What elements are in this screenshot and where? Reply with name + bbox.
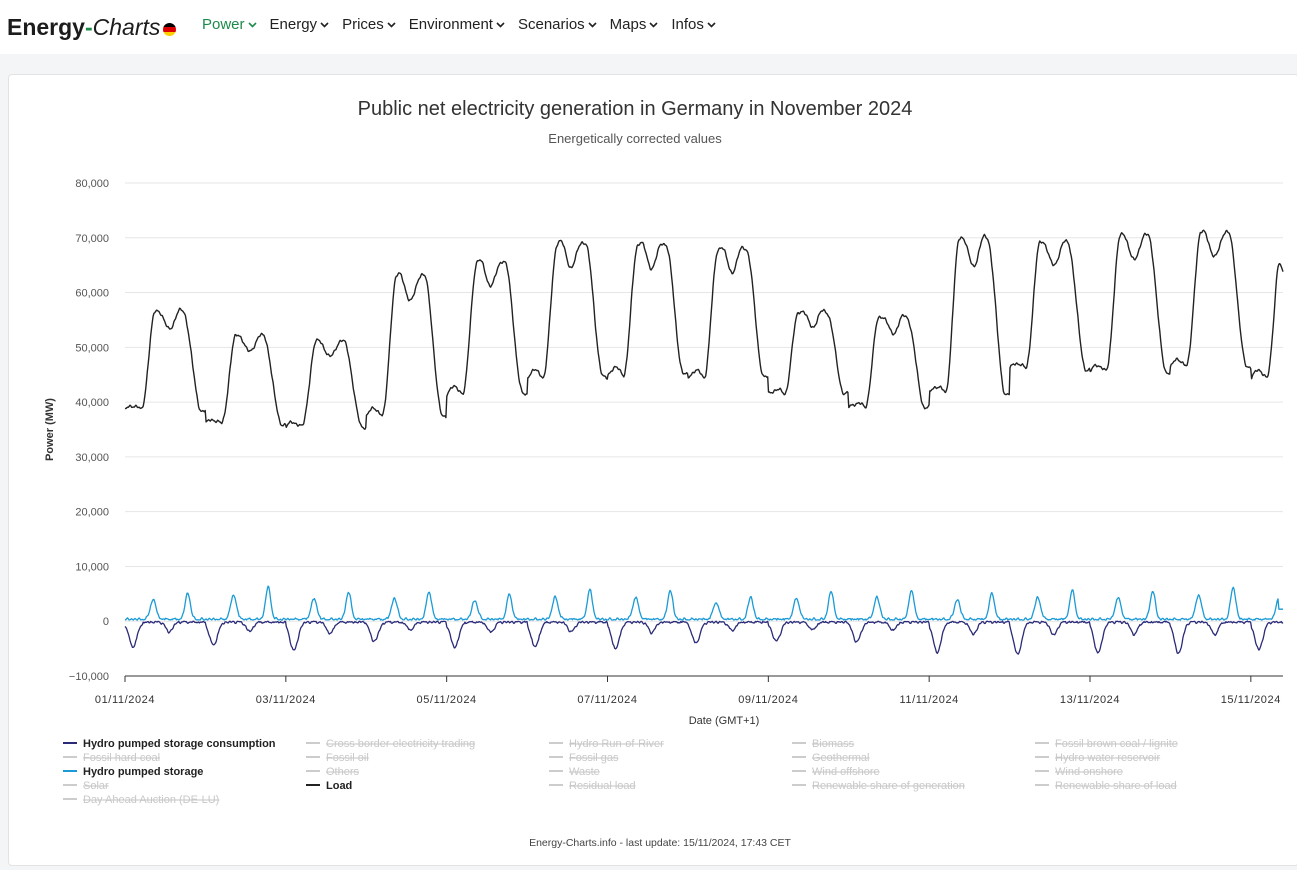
series-line-load[interactable] (124, 229, 1284, 430)
y-tick-label: 80,000 (75, 178, 109, 190)
y-tick-label: 0 (103, 616, 109, 628)
y-tick-label: −10,000 (69, 671, 109, 683)
nav-item-label: Power (202, 16, 245, 33)
nav-item-label: Scenarios (517, 16, 585, 33)
nav-item-environment[interactable]: Environment (409, 14, 505, 37)
legend-item[interactable]: Residual load (549, 780, 636, 792)
x-axis-label: Date (GMT+1) (689, 715, 760, 727)
series-line-hydro-pumped-storage[interactable] (124, 585, 1283, 621)
legend-item[interactable]: Load (306, 780, 352, 792)
x-tick-label: 03/11/2024 (256, 694, 316, 706)
legend-label: Fossil hard coal (83, 752, 160, 764)
x-tick-label: 13/11/2024 (1060, 694, 1120, 706)
legend-label: Wind offshore (812, 766, 880, 778)
x-tick-label: 05/11/2024 (417, 694, 477, 706)
chevron-down-icon (649, 15, 658, 37)
logo[interactable]: Energy-Charts (7, 12, 177, 42)
legend-label: Load (326, 780, 352, 792)
germany-flag-icon (163, 23, 177, 36)
nav-item-infos[interactable]: Infos (671, 14, 716, 37)
legend-label: Renewable share of generation (812, 780, 965, 792)
x-tick-label: 07/11/2024 (577, 694, 637, 706)
legend-label: Fossil gas (569, 752, 619, 764)
y-axis-label: Power (MW) (44, 398, 56, 461)
logo-text-dash: - (84, 14, 93, 40)
chart-svg: Public net electricity generation in Ger… (44, 98, 1284, 849)
legend-item[interactable]: Renewable share of load (1035, 780, 1177, 792)
legend-label: Renewable share of load (1055, 780, 1177, 792)
x-tick-label: 11/11/2024 (899, 694, 958, 706)
legend-label: Hydro Run-of-River (569, 738, 664, 750)
x-tick-label: 15/11/2024 (1221, 694, 1281, 706)
nav-item-label: Infos (671, 16, 704, 33)
chevron-down-icon (387, 15, 396, 37)
legend-label: Residual load (569, 780, 636, 792)
chevron-down-icon (588, 15, 597, 37)
legend-item[interactable]: Fossil oil (306, 752, 369, 764)
chart-card: Public net electricity generation in Ger… (8, 74, 1297, 866)
legend-label: Solar (83, 780, 109, 792)
legend-label: Waste (569, 766, 600, 778)
nav-item-energy[interactable]: Energy (270, 14, 330, 37)
legend-item[interactable]: Hydro pumped storage (63, 766, 203, 778)
legend-label: Hydro water reservoir (1055, 752, 1160, 764)
legend-item[interactable]: Hydro pumped storage consumption (63, 738, 276, 750)
legend-label: Biomass (812, 738, 855, 750)
chevron-down-icon (247, 15, 257, 37)
nav-item-power[interactable]: Power (202, 14, 257, 37)
y-tick-label: 30,000 (75, 452, 109, 464)
x-tick-label: 09/11/2024 (738, 694, 798, 706)
legend-label: Hydro pumped storage consumption (83, 738, 276, 750)
main-menu: Power Energy Prices Environment Scenarios Map… (202, 14, 729, 37)
legend-label: Hydro pumped storage (83, 766, 203, 778)
y-tick-label: 40,000 (75, 397, 109, 409)
chart-subtitle: Energetically corrected values (548, 131, 722, 146)
legend-item[interactable]: Fossil gas (549, 752, 619, 764)
logo-text-charts: Charts (92, 14, 161, 40)
legend-item[interactable]: Waste (549, 766, 600, 778)
legend-item[interactable]: Hydro Run-of-River (549, 738, 664, 750)
chevron-down-icon (496, 15, 505, 37)
chevron-down-icon (320, 15, 329, 37)
nav-item-label: Environment (408, 16, 493, 33)
x-tick-label: 01/11/2024 (95, 694, 155, 706)
legend-label: Geothermal (812, 752, 869, 764)
legend-item[interactable]: Others (306, 766, 360, 778)
nav-item-maps[interactable]: Maps (610, 14, 659, 37)
legend-item[interactable]: Wind onshore (1035, 766, 1123, 778)
nav-item-label: Maps (609, 16, 647, 33)
legend-item[interactable]: Wind offshore (792, 766, 880, 778)
legend-label: Fossil oil (326, 752, 369, 764)
nav-item-prices[interactable]: Prices (342, 14, 396, 37)
chevron-down-icon (707, 15, 716, 37)
legend-item[interactable]: Day Ahead Auction (DE-LU) (63, 794, 219, 806)
chart-title: Public net electricity generation in Ger… (358, 98, 913, 120)
y-tick-label: 50,000 (75, 342, 109, 354)
legend-item[interactable]: Solar (63, 780, 109, 792)
legend-label: Fossil brown coal / lignite (1055, 738, 1178, 750)
legend-item[interactable]: Geothermal (792, 752, 869, 764)
legend-item[interactable]: Hydro water reservoir (1035, 752, 1160, 764)
nav-item-label: Prices (342, 16, 384, 33)
series-line-hydro-pumped-storage-consumption[interactable] (124, 620, 1284, 655)
nav-item-scenarios[interactable]: Scenarios (518, 14, 597, 37)
y-tick-label: 60,000 (75, 288, 109, 300)
legend-item[interactable]: Fossil hard coal (63, 752, 160, 764)
legend-item[interactable]: Renewable share of generation (792, 780, 965, 792)
legend-item[interactable]: Cross border electricity trading (306, 738, 475, 750)
legend-label: Cross border electricity trading (326, 738, 475, 750)
y-tick-label: 70,000 (75, 233, 109, 245)
legend-label: Day Ahead Auction (DE-LU) (83, 794, 219, 806)
top-navbar: Energy-Charts Power Energy Prices Environme… (0, 0, 1297, 54)
legend-label: Wind onshore (1055, 766, 1123, 778)
legend-item[interactable]: Biomass (792, 738, 855, 750)
y-tick-label: 20,000 (75, 507, 109, 519)
logo-text-energy: Energy (7, 14, 85, 40)
chart-footer: Energy-Charts.info - last update: 15/11/… (529, 837, 791, 849)
nav-item-label: Energy (269, 16, 318, 33)
legend-item[interactable]: Fossil brown coal / lignite (1035, 738, 1178, 750)
legend-label: Others (326, 766, 360, 778)
y-tick-label: 10,000 (75, 561, 109, 573)
